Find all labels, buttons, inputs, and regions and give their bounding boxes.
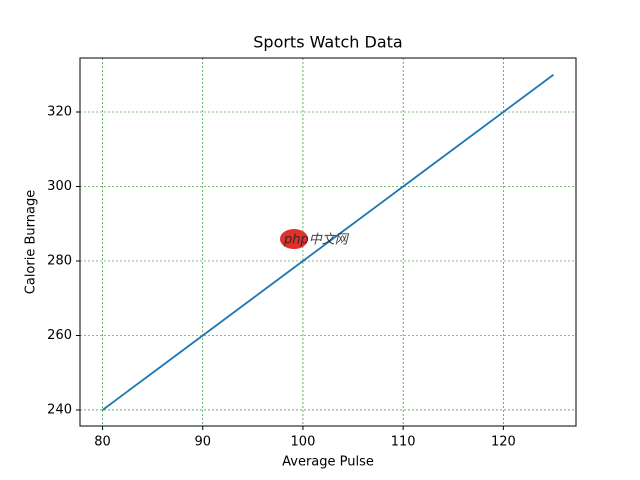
x-tick-label: 100 xyxy=(291,435,316,450)
x-tick-label: 80 xyxy=(94,435,111,450)
y-tick-label: 280 xyxy=(47,253,72,268)
y-tick-label: 260 xyxy=(47,328,72,343)
x-axis-label: Average Pulse xyxy=(282,455,374,470)
plot-frame xyxy=(79,57,577,427)
y-tick-label: 320 xyxy=(47,105,72,120)
y-axis-label: Calorie Burnage xyxy=(24,190,39,294)
watermark-logo xyxy=(280,229,308,249)
x-tick-label: 90 xyxy=(194,435,211,450)
x-tick-label: 110 xyxy=(391,435,416,450)
y-tick-label: 300 xyxy=(47,179,72,194)
watermark: php中文网 xyxy=(283,232,350,248)
x-tick-label: 120 xyxy=(491,435,516,450)
line-series xyxy=(102,74,554,411)
y-tick-label: 240 xyxy=(47,402,72,417)
chart-title: Sports Watch Data xyxy=(253,33,402,52)
